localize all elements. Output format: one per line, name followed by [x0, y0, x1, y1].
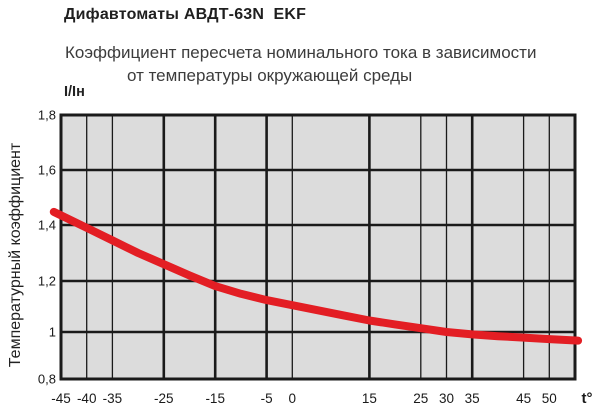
page-title: Дифавтоматы АВДТ-63N EKF	[64, 6, 307, 23]
x-tick-label: 25	[413, 391, 428, 406]
x-tick-label: 15	[362, 391, 377, 406]
chart-subtitle-line-1: Коэффициент пересчета номинального тока …	[65, 43, 537, 62]
y-tick-label: 1,2	[38, 274, 56, 289]
chart-subtitle-line-2: от температуры окружающей среды	[127, 66, 413, 85]
x-tick-label: 30	[439, 391, 454, 406]
x-tick-label: -5	[261, 391, 273, 406]
y-tick-label: 1,8	[38, 108, 56, 123]
x-tick-label: 45	[516, 391, 531, 406]
x-tick-label: 35	[465, 391, 480, 406]
coefficient-curve	[49, 207, 583, 345]
y-tick-label: 0,8	[38, 372, 56, 387]
y-tick-label: 1	[49, 325, 56, 340]
x-tick-label: 0	[289, 391, 297, 406]
x-tick-label: -45	[51, 391, 71, 406]
x-tick-label: -35	[103, 391, 123, 406]
y-tick-label: 1,6	[38, 163, 56, 178]
y-axis-unit-label: I/Iн	[64, 84, 85, 100]
y-tick-label: 1,4	[38, 218, 56, 233]
x-axis-unit-label: t°	[582, 390, 593, 407]
x-tick-label: -25	[154, 391, 174, 406]
x-tick-label: -15	[205, 391, 225, 406]
x-tick-label: 50	[542, 391, 557, 406]
x-tick-label: -40	[77, 391, 97, 406]
plot-border	[59, 113, 577, 381]
